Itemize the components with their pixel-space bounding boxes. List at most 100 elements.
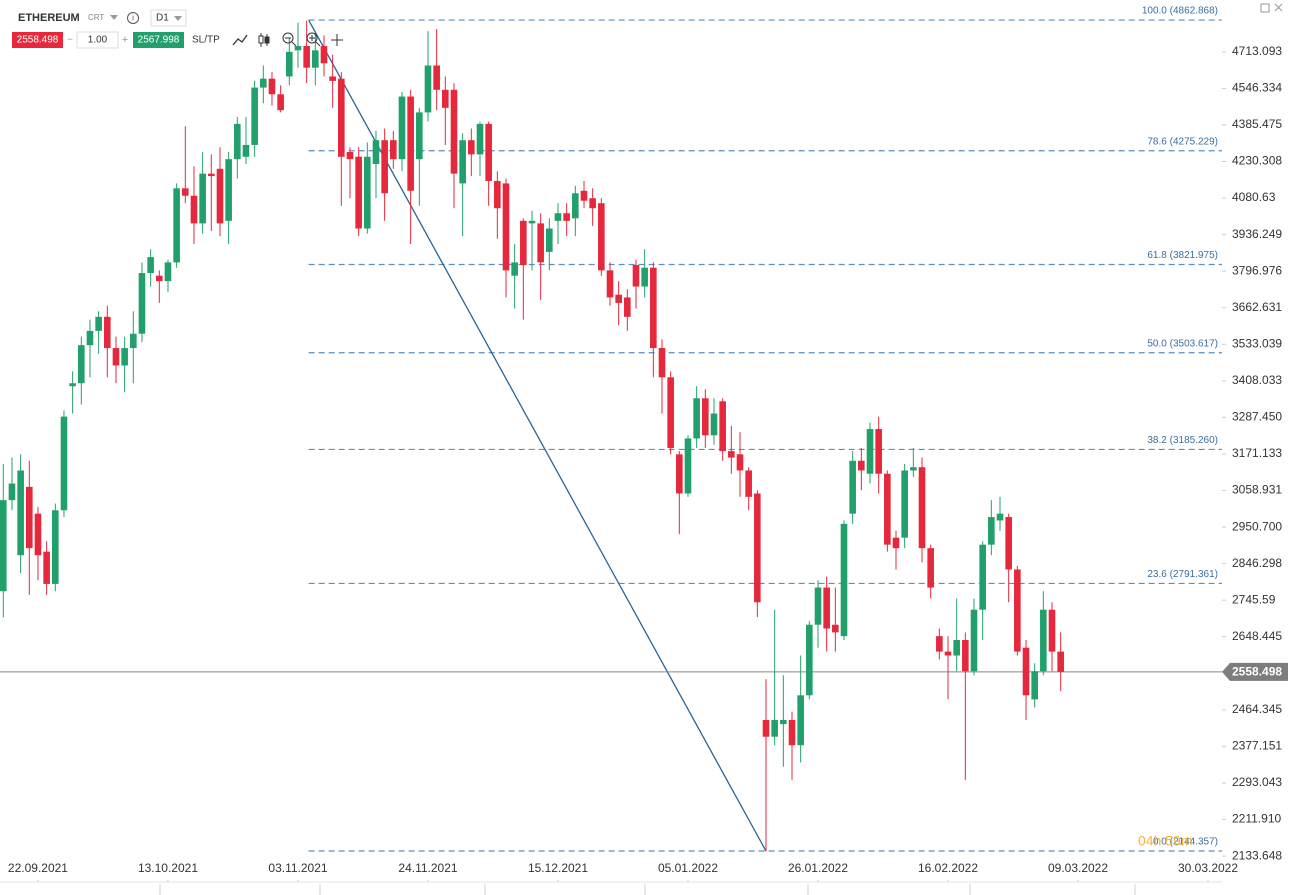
quantity-box[interactable] — [76, 31, 119, 49]
candle-body — [710, 413, 718, 436]
candle-body — [684, 438, 692, 494]
y-tick-label: 2377.151 — [1232, 739, 1282, 753]
candle-body — [1005, 517, 1012, 570]
candle-body — [1031, 671, 1038, 700]
candle-body — [693, 398, 700, 439]
candle-body — [424, 65, 432, 113]
y-tick-label: 3058.931 — [1232, 483, 1282, 497]
candle-body — [1040, 609, 1047, 672]
toolbar: ETHEREUM CRT i D1 2558.498 − 1.00 + 2567… — [12, 9, 343, 49]
quantity: 1.00 — [88, 35, 108, 46]
candle-body — [953, 639, 960, 656]
candle-body — [658, 348, 666, 378]
candle-body — [216, 168, 224, 224]
candle-body — [450, 89, 458, 174]
y-tick-label: 3796.976 — [1232, 263, 1282, 277]
x-tick-label: 22.09.2021 — [8, 861, 68, 875]
candle-body — [806, 624, 813, 696]
candle-body — [754, 493, 761, 603]
candle-body — [95, 316, 102, 331]
y-tick-label: 4230.308 — [1232, 154, 1282, 168]
candle-body — [745, 470, 752, 497]
symbol[interactable]: ETHEREUM — [18, 12, 80, 24]
fib-label: 61.8 (3821.975) — [1147, 250, 1218, 261]
candle-body — [823, 587, 830, 629]
candle-body — [788, 719, 796, 746]
buy-button[interactable] — [133, 32, 184, 48]
candle-body — [138, 273, 146, 334]
minus[interactable]: − — [67, 35, 73, 46]
candle-body — [277, 94, 284, 111]
y-tick-label: 4080.63 — [1232, 190, 1276, 204]
candle-body — [970, 609, 978, 672]
candle-body — [182, 188, 189, 196]
sell-button[interactable] — [12, 32, 63, 48]
candle-body — [147, 257, 154, 274]
candle-body — [494, 180, 501, 209]
zoom-out[interactable] — [282, 32, 297, 47]
info-icon[interactable] — [127, 12, 139, 24]
buy-price: 2567.998 — [138, 35, 180, 46]
candle-body — [0, 500, 7, 592]
candle-body — [910, 467, 917, 471]
y-tick-label: 2648.445 — [1232, 629, 1282, 643]
candle-body — [78, 345, 85, 384]
candle-body — [43, 551, 50, 584]
candle-body — [312, 50, 319, 68]
x-tick-label: 13.10.2021 — [138, 861, 198, 875]
candle-body — [554, 213, 562, 221]
candle-body — [112, 348, 120, 366]
candle-body — [936, 636, 943, 652]
candle-body — [173, 188, 180, 263]
candle-body — [164, 262, 172, 282]
candle-body — [294, 46, 302, 51]
y-tick-label: 3408.033 — [1232, 373, 1282, 387]
close[interactable] — [1274, 3, 1283, 12]
pan-tool[interactable] — [331, 34, 343, 46]
candle-body — [927, 548, 934, 588]
candle-body — [17, 470, 24, 556]
candle-body — [502, 183, 510, 271]
candle-body — [563, 213, 570, 221]
x-tick-label: 15.12.2021 — [528, 861, 588, 875]
fib-label: 38.2 (3185.260) — [1147, 435, 1218, 446]
candle-body — [242, 144, 250, 157]
candle-body — [606, 270, 614, 298]
dropdown-arrow[interactable] — [174, 16, 182, 21]
candle-tool[interactable] — [258, 33, 270, 47]
plus[interactable]: + — [122, 34, 128, 46]
x-tick-label: 16.02.2022 — [918, 861, 978, 875]
y-tick-label: 2464.345 — [1232, 702, 1282, 716]
candle-body — [251, 87, 258, 145]
line-tool[interactable] — [232, 34, 248, 46]
y-tick-label: 2745.59 — [1232, 592, 1276, 606]
candle-body — [398, 96, 406, 160]
candle-body — [320, 46, 328, 64]
candle-body — [979, 544, 986, 610]
candle-body — [225, 159, 232, 221]
candle-body — [892, 537, 900, 549]
candle-body — [372, 140, 380, 164]
dropdown-arrow[interactable] — [110, 15, 118, 20]
candle-body — [26, 486, 33, 549]
y-tick-label: 4713.093 — [1232, 44, 1282, 58]
candle-body — [130, 333, 137, 349]
candle-timer: 04h 59m — [1138, 833, 1192, 849]
timeframe-box[interactable] — [150, 9, 187, 27]
candle-body — [433, 65, 440, 90]
info-glyph: i — [132, 14, 134, 23]
y-tick-label: 2133.648 — [1232, 848, 1282, 862]
candle-body — [866, 429, 874, 474]
candle-body — [537, 223, 544, 263]
sltp-button[interactable]: SL/TP — [192, 35, 220, 46]
maximize[interactable] — [1260, 3, 1270, 13]
candle-body — [598, 203, 605, 271]
fib-label: 23.6 (2791.361) — [1147, 569, 1218, 580]
zoom-in[interactable] — [306, 32, 321, 47]
y-tick-label: 2211.910 — [1232, 812, 1281, 826]
candle-body — [858, 460, 865, 471]
x-tick-label: 09.03.2022 — [1048, 861, 1108, 875]
candle-body — [156, 275, 163, 282]
